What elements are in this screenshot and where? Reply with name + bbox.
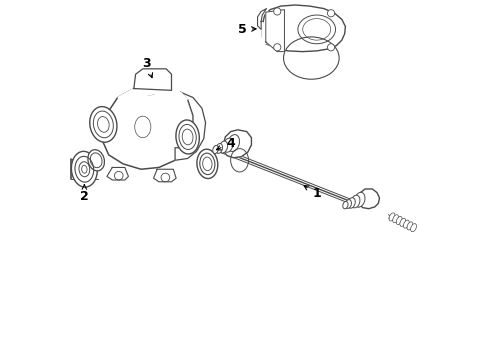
Polygon shape (258, 9, 267, 30)
Ellipse shape (389, 213, 395, 221)
Ellipse shape (345, 200, 351, 208)
Ellipse shape (355, 192, 365, 207)
Polygon shape (359, 189, 379, 209)
Circle shape (327, 10, 335, 17)
Ellipse shape (227, 135, 240, 152)
Ellipse shape (220, 141, 228, 153)
Polygon shape (223, 130, 251, 158)
Ellipse shape (348, 198, 355, 208)
Polygon shape (266, 10, 285, 51)
Polygon shape (262, 5, 345, 51)
Polygon shape (107, 167, 128, 180)
Ellipse shape (343, 201, 348, 209)
Ellipse shape (400, 218, 406, 226)
Ellipse shape (392, 215, 398, 223)
Polygon shape (175, 92, 205, 160)
Ellipse shape (88, 150, 104, 171)
Ellipse shape (176, 120, 199, 154)
Ellipse shape (223, 138, 233, 152)
Ellipse shape (396, 216, 402, 225)
Polygon shape (153, 169, 176, 182)
Circle shape (274, 44, 281, 51)
Ellipse shape (411, 224, 416, 232)
Ellipse shape (213, 145, 219, 154)
Ellipse shape (216, 144, 222, 153)
Text: 1: 1 (304, 186, 321, 200)
Ellipse shape (197, 149, 218, 179)
Text: 3: 3 (142, 57, 152, 78)
Ellipse shape (72, 151, 98, 187)
Polygon shape (101, 87, 193, 169)
Polygon shape (134, 69, 172, 90)
Ellipse shape (351, 195, 360, 208)
Circle shape (274, 8, 281, 15)
Text: 5: 5 (238, 23, 256, 36)
Circle shape (327, 44, 335, 51)
Text: 4: 4 (217, 137, 235, 150)
Polygon shape (262, 22, 266, 44)
Ellipse shape (403, 220, 409, 228)
Ellipse shape (407, 222, 413, 230)
Text: 2: 2 (80, 185, 89, 203)
Polygon shape (118, 87, 188, 99)
Ellipse shape (90, 107, 117, 142)
